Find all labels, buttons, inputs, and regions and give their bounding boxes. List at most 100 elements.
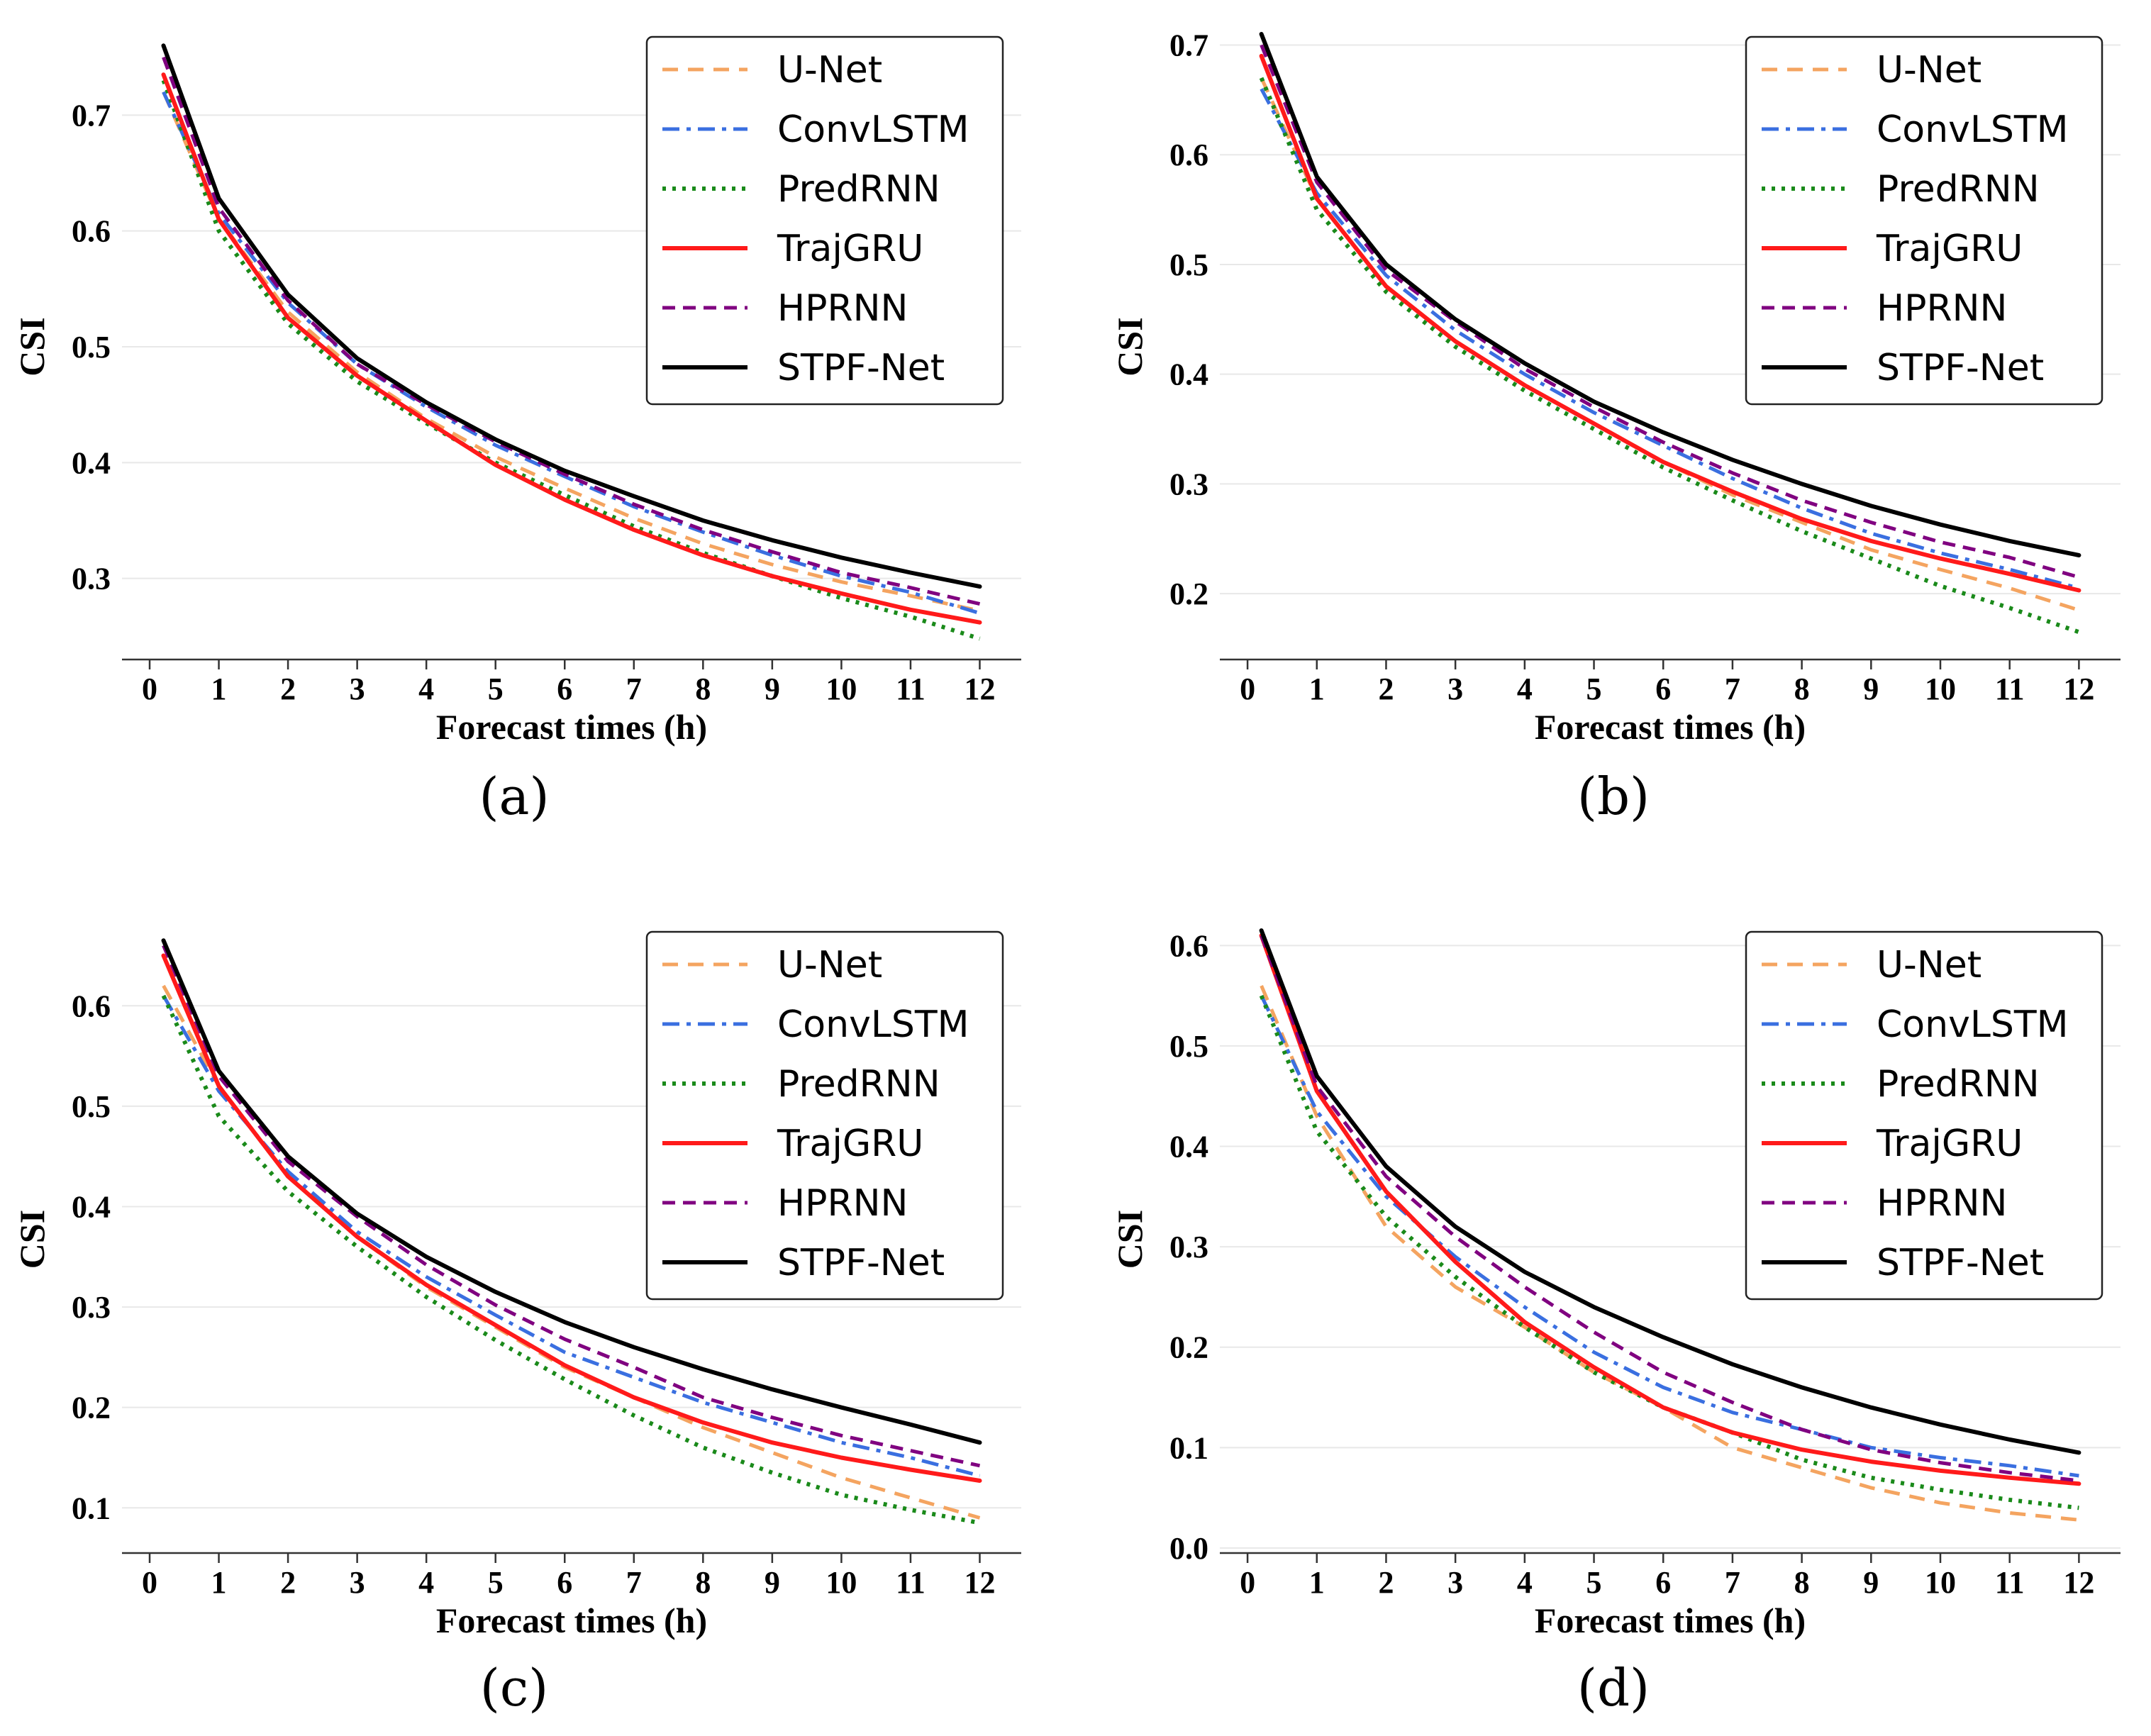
x-tick-label: 5 (488, 672, 504, 706)
x-tick-label: 9 (1863, 672, 1879, 706)
legend-label: STPF-Net (777, 1242, 945, 1284)
series-line-trajgru (1259, 933, 2081, 1486)
x-tick-label: 6 (557, 1565, 572, 1600)
x-tick-label: 0 (1240, 1565, 1255, 1600)
y-tick-label: 0.7 (72, 98, 111, 133)
chart-panel-2: 0 1 2 3 4 5 6 7 8 9 10 11 120.20.30.40.50.60.7Foreca… (1110, 28, 2121, 826)
x-tick-label: 6 (557, 672, 572, 706)
x-tick-label: 0 (142, 672, 157, 706)
y-tick-label: 0.0 (1169, 1531, 1208, 1566)
y-tick-label: 0.2 (72, 1391, 111, 1425)
y-tick-label: 0.6 (1169, 138, 1208, 172)
y-tick-label: 0.1 (1169, 1430, 1208, 1465)
legend-label: U-Net (777, 49, 882, 91)
y-axis-label: CSI (12, 1210, 52, 1269)
legend-label: TrajGRU (777, 228, 923, 270)
y-tick-label: 0.4 (72, 445, 111, 480)
series-line-stpf-net (1259, 32, 2081, 557)
x-tick-label: 7 (1725, 1565, 1740, 1600)
legend: U-Net ConvLSTM PredRNN TrajGRU HPRNN STPF-Net (1745, 930, 2103, 1301)
y-tick-label: 0.5 (72, 1089, 111, 1124)
legend-label: STPF-Net (1877, 347, 2044, 389)
x-tick-label: 12 (2063, 672, 2094, 706)
x-tick-label: 10 (826, 1565, 857, 1600)
series-line-hprnn (162, 945, 981, 1468)
legend-label: PredRNN (777, 168, 940, 211)
x-axis-label: Forecast times (h) (1535, 1601, 1806, 1640)
x-tick-label: 11 (1995, 672, 2025, 706)
x-tick-label: 9 (1863, 1565, 1879, 1600)
x-tick-label: 8 (695, 1565, 711, 1600)
chart-panel-1: 0 1 2 3 4 5 6 7 8 9 10 11 120.30.40.50.60.7Forecast … (12, 35, 1021, 826)
x-tick-label: 10 (1925, 672, 1956, 706)
legend-label: ConvLSTM (1877, 1003, 2068, 1046)
y-axis-label: CSI (12, 317, 52, 376)
x-tick-label: 0 (1240, 672, 1255, 706)
x-tick-label: 10 (826, 672, 857, 706)
series-line-convlstm (1260, 88, 2080, 590)
x-tick-label: 9 (765, 1565, 780, 1600)
x-tick-label: 2 (1378, 1565, 1394, 1600)
series-line-u-net (162, 91, 981, 613)
x-tick-label: 0 (142, 1565, 157, 1600)
x-tick-label: 9 (765, 672, 780, 706)
legend-label: TrajGRU (777, 1123, 923, 1165)
legend-label: ConvLSTM (777, 108, 969, 151)
y-tick-label: 0.5 (1169, 1029, 1208, 1064)
series-line-hprnn (1260, 935, 2079, 1483)
x-tick-label: 5 (488, 1565, 504, 1600)
panel-caption: (a) (479, 767, 549, 826)
series-line-stpf-net (161, 938, 982, 1445)
legend-label: HPRNN (777, 1182, 908, 1225)
legend-label: TrajGRU (1876, 1123, 2023, 1165)
x-tick-label: 4 (1517, 1565, 1533, 1600)
x-tick-label: 11 (1995, 1565, 2025, 1600)
panel-caption: (d) (1577, 1658, 1650, 1718)
x-tick-label: 10 (1925, 1565, 1956, 1600)
x-tick-label: 1 (1309, 1565, 1325, 1600)
panel-caption: (c) (480, 1658, 549, 1718)
legend-label: STPF-Net (777, 347, 945, 389)
x-tick-label: 7 (1725, 672, 1740, 706)
series-line-hprnn (1260, 44, 2080, 579)
x-tick-label: 11 (896, 672, 926, 706)
series-line-trajgru (1259, 53, 2081, 593)
y-tick-label: 0.3 (72, 1290, 111, 1325)
series-line-convlstm (162, 91, 981, 616)
legend-label: HPRNN (1877, 287, 2007, 330)
x-tick-label: 8 (695, 672, 711, 706)
y-tick-label: 0.4 (1169, 1130, 1208, 1164)
legend-label: U-Net (1877, 944, 1982, 986)
x-tick-label: 4 (1517, 672, 1533, 706)
legend-label: HPRNN (1877, 1182, 2007, 1225)
y-tick-label: 0.6 (1169, 928, 1208, 963)
x-tick-label: 6 (1655, 672, 1671, 706)
y-tick-label: 0.3 (72, 562, 111, 596)
y-tick-label: 0.3 (1169, 467, 1208, 501)
y-tick-label: 0.2 (1169, 577, 1208, 611)
x-tick-label: 1 (1309, 672, 1325, 706)
x-tick-label: 5 (1586, 1565, 1602, 1600)
x-tick-label: 2 (280, 1565, 296, 1600)
series-line-hprnn (162, 56, 981, 606)
x-tick-label: 5 (1586, 672, 1602, 706)
series-line-convlstm (1260, 995, 2079, 1478)
x-tick-label: 3 (350, 1565, 365, 1600)
x-tick-label: 12 (964, 1565, 995, 1600)
y-tick-label: 0.5 (72, 330, 111, 365)
legend-label: U-Net (1877, 49, 1982, 91)
x-tick-label: 6 (1655, 1565, 1671, 1600)
legend-label: PredRNN (1877, 168, 2040, 211)
chart-panel-4: 0 1 2 3 4 5 6 7 8 9 10 11 120.00.10.20.30.40.50.6For… (1110, 928, 2121, 1718)
series-line-stpf-net (161, 43, 982, 589)
series-line-predrnn (1259, 994, 2079, 1510)
y-tick-label: 0.3 (1169, 1230, 1208, 1264)
x-tick-label: 12 (2063, 1565, 2094, 1600)
y-tick-label: 0.7 (1169, 28, 1208, 62)
x-tick-label: 8 (1794, 672, 1810, 706)
x-tick-label: 2 (280, 672, 296, 706)
legend: U-Net ConvLSTM PredRNN TrajGRU HPRNN STPF-Net (645, 35, 1004, 406)
legend-label: PredRNN (777, 1063, 940, 1106)
x-axis-label: Forecast times (h) (436, 707, 707, 747)
